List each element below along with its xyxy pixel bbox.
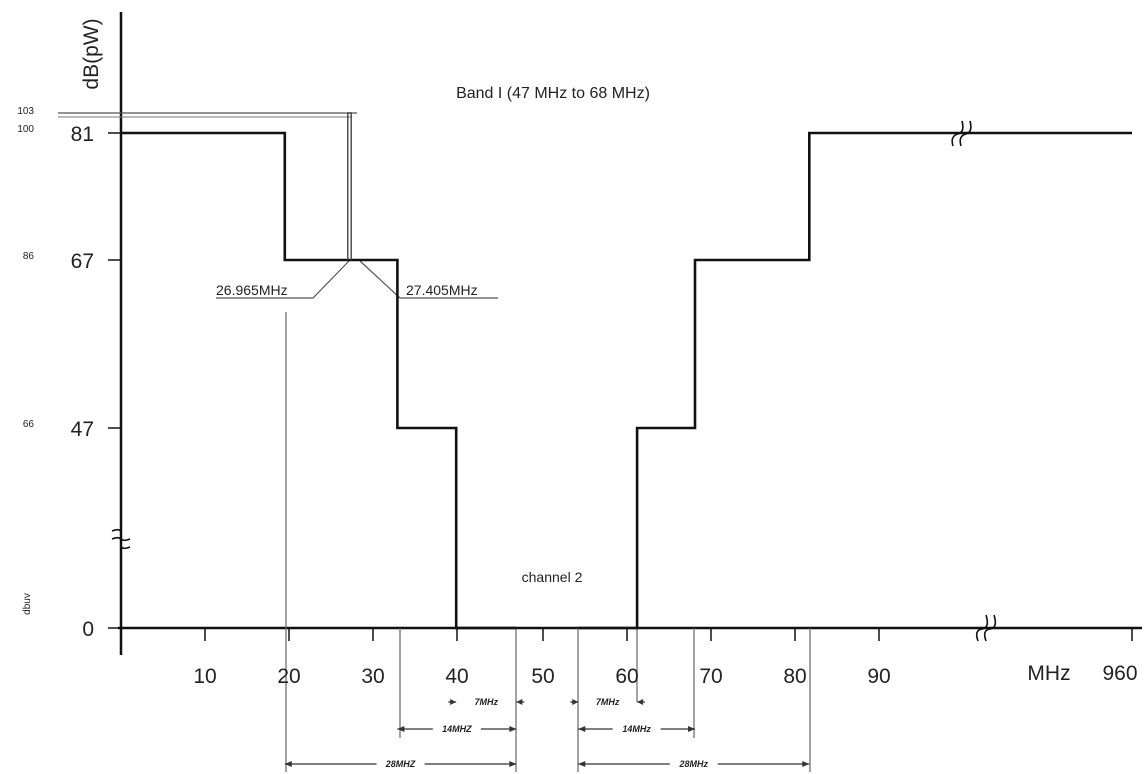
- span-head-3: [578, 726, 586, 732]
- annotation-27405: 27.405MHz: [406, 282, 478, 298]
- x-axis-break-icon: [975, 614, 997, 642]
- x-tick-label-60: 60: [615, 665, 638, 688]
- span-head-b-2: [509, 726, 517, 732]
- x-tick-label-10: 10: [193, 665, 216, 688]
- span-head-5: [578, 761, 586, 767]
- span-label-2: 14MHZ: [442, 724, 472, 734]
- span-label-bg-2: [432, 722, 481, 735]
- x-tick-label-20: 20: [277, 665, 300, 688]
- series-line-1: [121, 131, 517, 630]
- span-label-0: 7MHz: [474, 697, 498, 707]
- x-tick-label-50: 50: [531, 665, 554, 688]
- y-axis-label: dB(pW): [80, 18, 103, 89]
- chart-title: Band I (47 MHz to 68 MHz): [456, 85, 650, 102]
- span-head-0: [450, 699, 457, 705]
- x-axis-label: MHz: [1027, 662, 1070, 685]
- x-tick-label-70: 70: [699, 665, 722, 688]
- y-tick-sub-label-86: 86: [23, 251, 35, 262]
- span-label-bg-3: [612, 722, 661, 735]
- x-tick-label-30: 30: [361, 665, 384, 688]
- series-line-3: [347, 112, 352, 260]
- leader-26965: [216, 260, 350, 299]
- span-label-5: 28MHz: [679, 759, 709, 769]
- y-top-sub-label: 103: [17, 106, 34, 117]
- series-line-2: [578, 131, 1132, 630]
- annotation-channel-2: channel 2: [522, 569, 583, 585]
- y-unit-small-label: dbuv: [22, 593, 33, 615]
- span-head-b-3: [688, 726, 696, 732]
- y-tick-label-0: 0: [82, 618, 94, 641]
- span-label-3: 14MHz: [622, 724, 651, 734]
- y-axis-break-icon: [111, 528, 131, 550]
- span-head-b-4: [509, 761, 517, 767]
- x-tick-label-80: 80: [783, 665, 806, 688]
- annotation-26965: 26.965MHz: [216, 282, 288, 298]
- span-head-b-5: [802, 761, 810, 767]
- span-head-b-0: [516, 699, 523, 705]
- dimension-lines: [285, 312, 811, 772]
- x-tick-label-40: 40: [445, 665, 468, 688]
- span-head-1: [572, 699, 579, 705]
- y-tick-label-67: 67: [71, 250, 94, 273]
- y-tick-sub-label-100: 100: [17, 124, 34, 135]
- span-head-4: [284, 761, 292, 767]
- y-tick-sub-label-66: 66: [23, 419, 35, 430]
- y-tick-label-47: 47: [71, 418, 94, 441]
- span-label-1: 7MHz: [596, 697, 620, 707]
- x-tick-label-960: 960: [1102, 662, 1137, 685]
- span-head-b-1: [637, 699, 644, 705]
- span-label-4: 28MHZ: [385, 759, 416, 769]
- span-label-bg-4: [376, 757, 425, 770]
- leader-27405: [359, 260, 498, 299]
- x-tick-label-90: 90: [867, 665, 890, 688]
- span-head-2: [397, 726, 405, 732]
- y-tick-label-81: 81: [71, 123, 94, 146]
- span-label-bg-5: [669, 757, 718, 770]
